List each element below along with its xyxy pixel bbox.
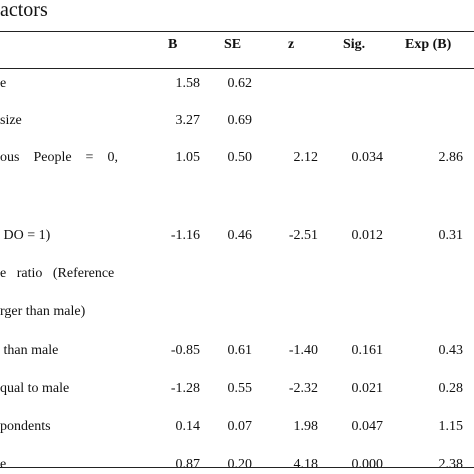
- cell-z: 1.98: [293, 419, 319, 434]
- cell-se: 0.20: [227, 457, 253, 472]
- row-label: e ratio (Reference: [0, 266, 115, 281]
- header-z: z: [288, 37, 295, 52]
- cell-sig: 0.000: [351, 457, 384, 472]
- cell-exp-b: 1.15: [438, 419, 464, 434]
- table-title: actors: [0, 0, 48, 21]
- row-label: than male: [0, 343, 59, 358]
- cell-sig: 0.012: [351, 228, 384, 243]
- cell-z: -2.32: [288, 381, 318, 396]
- cell-se: 0.50: [227, 150, 253, 165]
- cell-exp-b: 0.31: [438, 228, 464, 243]
- cell-se: 0.07: [227, 419, 253, 434]
- cell-b: -0.85: [170, 343, 200, 358]
- cell-b: -1.16: [170, 228, 200, 243]
- row-label: DO = 1): [0, 228, 51, 243]
- header-se: SE: [224, 37, 242, 52]
- cell-z: -1.40: [288, 343, 318, 358]
- cell-exp-b: 0.28: [438, 381, 464, 396]
- row-label: ous People = 0,: [0, 150, 118, 165]
- cell-b: 1.58: [175, 76, 201, 91]
- header-exp-b: Exp (B): [405, 37, 452, 52]
- row-label: e: [0, 457, 7, 472]
- bottom-rule: [0, 467, 474, 468]
- cell-sig: 0.021: [351, 381, 384, 396]
- row-label: size: [0, 113, 22, 128]
- cell-se: 0.62: [227, 76, 253, 91]
- cell-exp-b: 2.38: [438, 457, 464, 472]
- header-rule: [0, 68, 474, 69]
- row-label: rger than male): [0, 304, 86, 319]
- cell-b: 1.05: [175, 150, 201, 165]
- cell-se: 0.46: [227, 228, 253, 243]
- cell-z: 2.12: [293, 150, 319, 165]
- cell-exp-b: 0.43: [438, 343, 464, 358]
- top-rule: [0, 31, 474, 32]
- cell-b: -1.28: [170, 381, 200, 396]
- cell-b: 3.27: [175, 113, 201, 128]
- cell-z: -2.51: [288, 228, 318, 243]
- cell-sig: 0.034: [351, 150, 384, 165]
- cell-se: 0.69: [227, 113, 253, 128]
- cell-b: 0.87: [175, 457, 201, 472]
- cell-exp-b: 2.86: [438, 150, 464, 165]
- header-sig: Sig.: [343, 37, 366, 52]
- cell-sig: 0.047: [351, 419, 384, 434]
- row-label: pondents: [0, 419, 51, 434]
- cell-se: 0.55: [227, 381, 253, 396]
- row-label: e: [0, 76, 7, 91]
- cell-b: 0.14: [175, 419, 201, 434]
- cell-se: 0.61: [227, 343, 253, 358]
- row-label: qual to male: [0, 381, 70, 396]
- header-b: B: [168, 37, 178, 52]
- cell-z: 4.18: [293, 457, 319, 472]
- cell-sig: 0.161: [351, 343, 384, 358]
